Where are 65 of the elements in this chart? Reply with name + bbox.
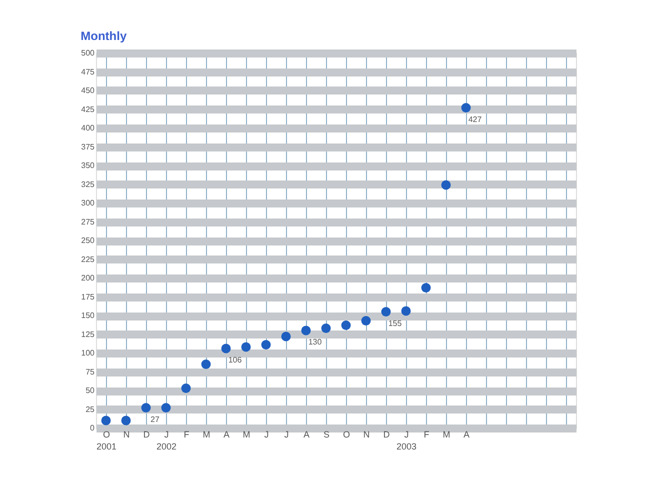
x-tick-label: D <box>143 430 150 440</box>
point <box>101 416 111 426</box>
point <box>301 326 311 336</box>
y-tick-label: 25 <box>86 404 96 414</box>
y-tick-label: 75 <box>86 367 96 376</box>
point <box>341 320 351 330</box>
x-tick-label: O 2001 <box>96 430 117 452</box>
point <box>241 342 251 352</box>
x-tick-label: J <box>264 430 269 440</box>
y-tick-label: 425 <box>81 104 96 114</box>
point <box>421 283 431 292</box>
y-tick-label: 100 <box>81 348 96 358</box>
point <box>221 344 231 354</box>
x-tick-label: S <box>323 430 330 440</box>
data-label: 106 <box>228 356 242 364</box>
point <box>281 332 291 342</box>
x-tick-label: A <box>463 430 470 440</box>
point <box>381 307 391 316</box>
y-tick-label: 275 <box>81 217 96 226</box>
x-tick-label: M <box>202 430 210 440</box>
y-tick-label: 325 <box>81 180 96 189</box>
point <box>141 403 151 412</box>
chart-title: Monthly <box>80 29 127 43</box>
x-tick-label: F <box>424 430 430 440</box>
y-tick-label: 475 <box>81 67 96 76</box>
data-label: 27 <box>150 414 160 424</box>
x-tick-label: F <box>184 430 190 440</box>
point <box>201 360 211 369</box>
x-tick-label: N <box>123 430 130 440</box>
point <box>181 384 191 393</box>
y-tick-label: 125 <box>81 330 96 339</box>
data-label: 130 <box>308 338 322 346</box>
point <box>261 340 271 350</box>
point <box>401 306 411 316</box>
x-tick-label: A <box>303 430 310 440</box>
y-tick-label: 350 <box>81 161 96 170</box>
y-tick-label: 50 <box>86 386 96 395</box>
y-tick-label: 150 <box>81 311 96 320</box>
x-tick-label: M <box>442 430 450 440</box>
y-tick-label: 200 <box>81 274 96 282</box>
x-tick-label: J <box>284 430 289 440</box>
x-tick-label: N <box>363 430 370 440</box>
y-tick-label: 0 <box>90 424 96 432</box>
y-tick-label: 225 <box>81 254 96 264</box>
x-tick-label: J 2003 <box>396 430 417 452</box>
point <box>361 316 371 326</box>
data-label: 427 <box>468 114 482 124</box>
point <box>461 103 471 112</box>
x-tick-label: A <box>223 430 230 440</box>
x-tick-label: J 2002 <box>156 430 177 452</box>
point <box>161 403 171 412</box>
point <box>441 180 451 190</box>
x-tick-label: D <box>383 430 390 440</box>
y-tick-label: 450 <box>81 86 96 95</box>
y-tick-label: 375 <box>81 142 96 152</box>
y-tick-label: 300 <box>81 198 96 208</box>
point <box>121 416 131 426</box>
y-tick-label: 500 <box>81 48 96 58</box>
point <box>321 324 331 333</box>
data-label: 155 <box>388 318 402 328</box>
y-tick-label: 175 <box>81 292 96 302</box>
x-tick-label: O <box>342 430 350 440</box>
y-tick-label: 400 <box>81 124 96 132</box>
x-tick-label: M <box>242 430 250 440</box>
y-tick-label: 250 <box>81 236 96 245</box>
